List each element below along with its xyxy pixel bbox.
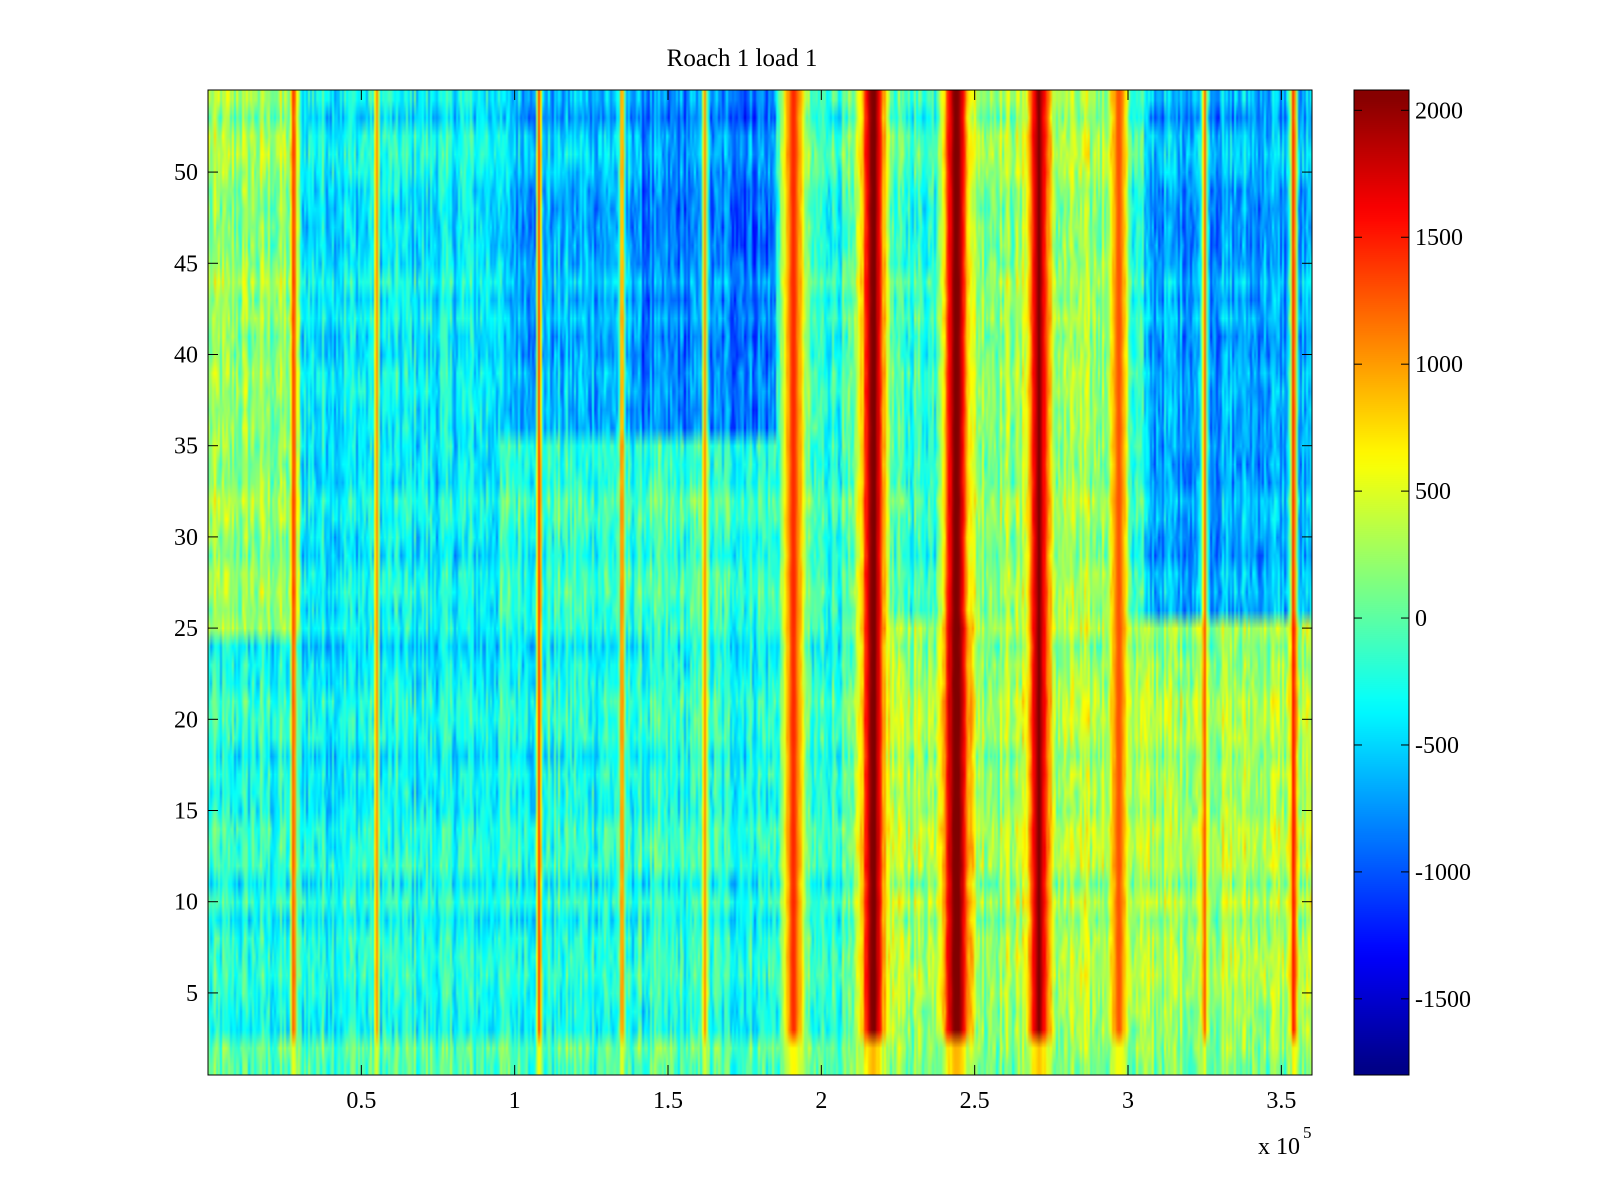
y-tick-label: 45	[174, 251, 198, 277]
x-multiplier-exponent: 5	[1303, 1123, 1312, 1142]
y-tick-label: 20	[174, 707, 198, 733]
y-tick-label: 40	[174, 342, 198, 368]
colorbar-tick-label: 1500	[1415, 225, 1463, 251]
x-tick-label: 3.5	[1266, 1088, 1296, 1114]
x-tick-label: 1	[509, 1088, 521, 1114]
x-tick-label: 0.5	[346, 1088, 376, 1114]
heatmap-plot-area	[207, 89, 1313, 1076]
y-axis: 5 10 15 20 25 30 35 40 45 50	[174, 160, 1312, 1007]
y-tick-label: 50	[174, 160, 198, 186]
y-tick-label: 30	[174, 525, 198, 551]
colorbar-ticks: 2000 1500 1000 500 0 -500 -1000 -1500	[1354, 98, 1471, 1013]
x-multiplier-label: x 10	[1258, 1134, 1300, 1160]
x-tick-label: 2.5	[960, 1088, 990, 1114]
colorbar-tick-label: 1000	[1415, 352, 1463, 378]
colorbar-tick-label: -500	[1415, 733, 1459, 759]
colorbar-frame	[1353, 89, 1410, 1076]
x-tick-label: 1.5	[653, 1088, 683, 1114]
y-tick-label: 25	[174, 616, 198, 642]
y-tick-label: 35	[174, 434, 198, 460]
colorbar-tick-label: -1000	[1415, 860, 1471, 886]
colorbar-tick-label: -1500	[1415, 987, 1471, 1013]
colorbar-tick-label: 2000	[1415, 98, 1463, 124]
chart-title: Roach 1 load 1	[667, 45, 818, 72]
colorbar: 2000 1500 1000 500 0 -500 -1000 -1500	[1353, 89, 1471, 1076]
colorbar-tick-label: 500	[1415, 479, 1451, 505]
plot-frame	[207, 89, 1313, 1076]
colorbar-gradient	[1354, 90, 1409, 1075]
x-axis-multiplier: x 10 5	[1258, 1123, 1312, 1160]
x-tick-label: 2	[815, 1088, 827, 1114]
x-axis: 0.5 1 1.5 2 2.5 3 3.5	[346, 90, 1296, 1114]
colorbar-tick-label: 0	[1415, 606, 1427, 632]
y-tick-label: 15	[174, 799, 198, 825]
y-tick-label: 5	[186, 981, 198, 1007]
y-tick-label: 10	[174, 890, 198, 916]
x-tick-label: 3	[1122, 1088, 1134, 1114]
heatmap-image	[208, 90, 1312, 1075]
